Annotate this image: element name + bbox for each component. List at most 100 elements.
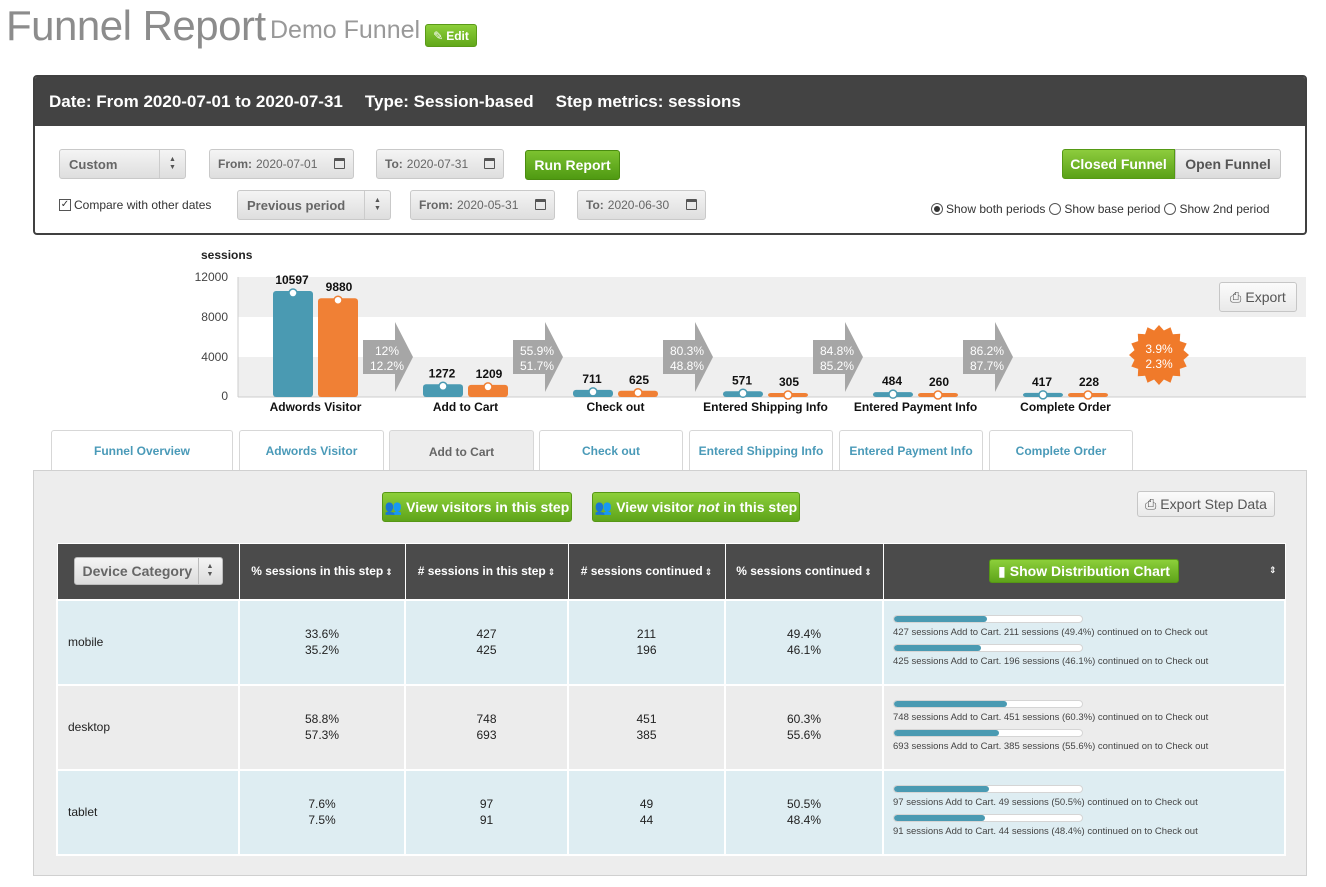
calendar-icon xyxy=(686,199,697,210)
sort-icon[interactable]: ⇕ xyxy=(1268,565,1277,575)
category-label: Check out xyxy=(586,400,644,414)
col-pct-sessions[interactable]: % sessions in this step ⇕ xyxy=(238,543,406,600)
bar-chart-icon: ▮ xyxy=(998,562,1006,579)
cell-num: 97 91 xyxy=(404,768,569,856)
show-distribution-chart-button[interactable]: ▮ Show Distribution Chart xyxy=(989,559,1179,584)
checkbox-checked-icon: ✓ xyxy=(59,199,71,211)
run-report-button[interactable]: Run Report xyxy=(525,150,620,180)
edit-button[interactable]: ✎ Edit xyxy=(425,24,477,47)
date-range-value: Custom xyxy=(69,156,118,172)
from-date-field[interactable]: From: 2020-07-01 xyxy=(209,149,354,179)
category-label: Entered Shipping Info xyxy=(703,400,828,414)
bar-value-label: 1272 xyxy=(429,366,456,380)
calendar-icon xyxy=(535,199,546,210)
device-category-select[interactable]: Device Category ▲ ▼ xyxy=(73,557,223,585)
summary-date: Date: From 2020-07-01 to 2020-07-31 xyxy=(49,91,343,111)
distribution-bar: 97 sessions Add to Cart. 49 sessions (50… xyxy=(893,784,1284,811)
edit-label: Edit xyxy=(446,28,469,43)
col-num-sessions[interactable]: # sessions in this step ⇕ xyxy=(404,543,569,600)
bar-value-label: 571 xyxy=(732,373,752,387)
tab-funnel-overview[interactable]: Funnel Overview xyxy=(51,430,233,470)
bar-marker xyxy=(783,390,793,400)
bar-marker xyxy=(633,388,643,398)
distribution-bar: 427 sessions Add to Cart. 211 sessions (… xyxy=(893,614,1284,641)
bar-marker xyxy=(588,387,598,397)
view-in-label: View visitors in this step xyxy=(406,499,570,515)
radio-2nd-label: Show 2nd period xyxy=(1179,202,1270,216)
sort-icon: ⇕ xyxy=(864,567,872,578)
pencil-icon: ✎ xyxy=(433,28,444,43)
closed-funnel-toggle[interactable]: Closed Funnel xyxy=(1062,149,1175,179)
bar-marker xyxy=(1083,390,1093,400)
cell-pctc: 60.3% 55.6% xyxy=(724,683,884,771)
tab-adwords-visitor[interactable]: Adwords Visitor xyxy=(239,430,384,470)
select-arrows-icon: ▲ ▼ xyxy=(197,558,222,584)
category-label: Complete Order xyxy=(1020,400,1111,414)
view-not-label: View visitor not in this step xyxy=(616,499,798,515)
conversion-rate-label: 55.9% xyxy=(520,344,554,358)
distribution-bar: 425 sessions Add to Cart. 196 sessions (… xyxy=(893,643,1284,670)
conversion-arrow xyxy=(813,322,863,392)
open-funnel-toggle[interactable]: Open Funnel xyxy=(1175,149,1281,179)
radio-show-2nd[interactable]: Show 2nd period xyxy=(1164,202,1270,216)
chart-export-button[interactable]: ⎙ Export xyxy=(1219,282,1297,312)
compare-from-label: From: xyxy=(419,198,453,212)
table-row: desktop 58.8% 57.3% 748 693 451 385 60.3% 55.6% … xyxy=(56,683,1286,771)
compare-checkbox[interactable]: ✓ Compare with other dates xyxy=(59,198,211,212)
tab-check-out[interactable]: Check out xyxy=(539,430,683,470)
select-arrows-icon: ▲ ▼ xyxy=(159,150,185,178)
from-label: From: xyxy=(218,157,252,171)
compare-from-date-field[interactable]: From: 2020-05-31 xyxy=(410,190,555,220)
radio-show-both[interactable]: Show both periods xyxy=(931,202,1045,216)
chart-export-label: Export xyxy=(1245,289,1286,305)
bar-value-label: 10597 xyxy=(275,273,309,287)
view-visitors-in-step-button[interactable]: 👥 View visitors in this step xyxy=(382,492,572,522)
bar-marker xyxy=(738,388,748,399)
category-label: Entered Payment Info xyxy=(854,400,977,414)
sort-icon: ⇕ xyxy=(547,567,556,578)
conversion-rate-label: 84.8% xyxy=(820,344,854,358)
compare-to-date-field[interactable]: To: 2020-06-30 xyxy=(577,190,706,220)
radio-show-base[interactable]: Show base period xyxy=(1049,202,1160,216)
print-icon: ⎙ xyxy=(1230,288,1242,305)
conversion-rate-label: 85.2% xyxy=(820,359,854,373)
cell-pctc: 49.4% 46.1% xyxy=(724,598,884,686)
conversion-rate-label: 87.7% xyxy=(970,359,1004,373)
table-row: mobile 33.6% 35.2% 427 425 211 196 49.4% 46.1% 4… xyxy=(56,598,1286,686)
tab-add-to-cart[interactable]: Add to Cart xyxy=(389,430,534,472)
col-pct-continued[interactable]: % sessions continued ⇕ xyxy=(724,543,884,600)
conversion-arrow xyxy=(663,322,713,392)
export-step-data-button[interactable]: ⎙ Export Step Data xyxy=(1137,491,1275,517)
col-num-continued[interactable]: # sessions continued ⇕ xyxy=(567,543,726,600)
compare-to-value: 2020-06-30 xyxy=(607,198,670,212)
tab-entered-payment-info[interactable]: Entered Payment Info xyxy=(839,430,983,470)
bar-value-label: 711 xyxy=(582,372,602,386)
date-range-select[interactable]: Custom ▲ ▼ xyxy=(59,149,186,179)
calendar-icon xyxy=(334,158,345,169)
bar-value-label: 625 xyxy=(629,373,649,387)
group-by-header: Device Category ▲ ▼ xyxy=(56,543,240,600)
radio-empty-icon xyxy=(1049,203,1062,215)
sort-icon: ⇕ xyxy=(385,567,393,578)
conversion-rate-label: 80.3% xyxy=(670,344,704,358)
distribution-cell: 97 sessions Add to Cart. 49 sessions (50… xyxy=(882,768,1286,856)
compare-period-value: Previous period xyxy=(247,197,346,213)
cell-cont: 211 196 xyxy=(567,598,726,686)
y-axis-label: sessions xyxy=(201,248,253,262)
tab-entered-shipping-info[interactable]: Entered Shipping Info xyxy=(689,430,833,470)
compare-period-select[interactable]: Previous period ▲ ▼ xyxy=(237,190,391,220)
view-visitors-not-in-step-button[interactable]: 👥 View visitor not in this step xyxy=(592,492,800,522)
summary-type: Type: Session-based xyxy=(364,91,534,111)
cell-num: 748 693 xyxy=(404,683,569,771)
bar-value-label: 417 xyxy=(1032,375,1052,389)
distribution-text: 748 sessions Add to Cart. 451 sessions (… xyxy=(893,711,1209,723)
to-date-field[interactable]: To: 2020-07-31 xyxy=(376,149,504,179)
y-tick-label: 8000 xyxy=(201,310,228,324)
bar-marker xyxy=(888,389,898,399)
to-label: To: xyxy=(385,157,403,171)
tab-complete-order[interactable]: Complete Order xyxy=(989,430,1133,470)
distribution-bar: 693 sessions Add to Cart. 385 sessions (… xyxy=(893,728,1284,755)
bar-value-label: 9880 xyxy=(326,280,353,294)
compare-from-value: 2020-05-31 xyxy=(457,198,519,212)
radio-base-label: Show base period xyxy=(1064,202,1161,216)
